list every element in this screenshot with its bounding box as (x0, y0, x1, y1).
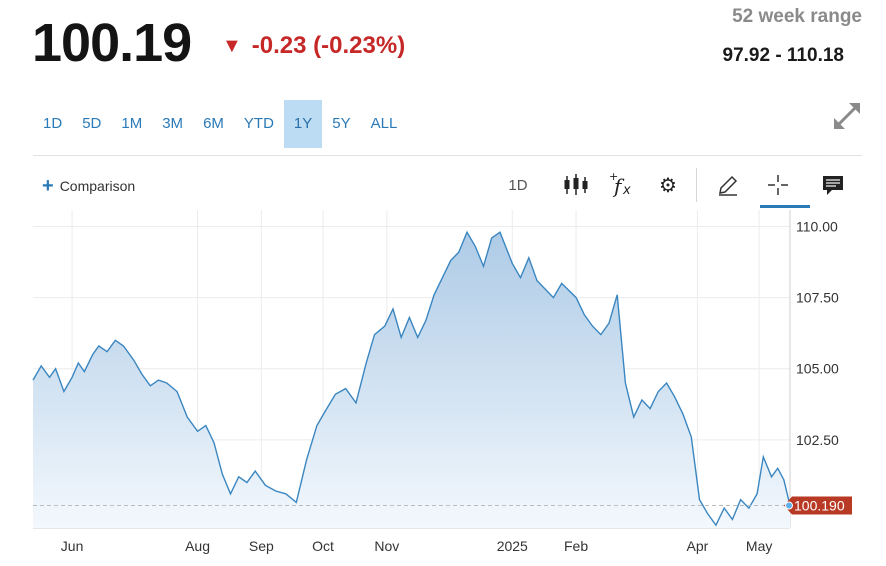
last-price-marker: 100.190 (784, 496, 852, 515)
x-tick-label: Feb (564, 538, 588, 554)
svg-text:+: + (609, 171, 618, 183)
last-price-dot (785, 501, 793, 510)
gear-icon[interactable]: ⚙ (659, 174, 677, 197)
plus-icon: + (42, 175, 54, 197)
active-tool-indicator (760, 205, 810, 208)
period-1d[interactable]: 1D (43, 115, 63, 132)
crosshair-icon[interactable] (763, 168, 793, 202)
period-ytd[interactable]: YTD (243, 115, 274, 132)
range-value: 97.92 - 110.18 (722, 45, 845, 66)
x-tick-label: 2025 (497, 538, 528, 554)
x-tick-label: May (746, 538, 772, 554)
y-tick-label: 107.50 (796, 290, 839, 306)
x-axis-labels: Jun Aug Sep Oct Nov 2025 Feb Apr May (61, 538, 773, 554)
period-all[interactable]: ALL (370, 115, 398, 132)
pencil-icon[interactable] (713, 168, 743, 202)
x-tick-label: Apr (687, 538, 709, 554)
period-3m[interactable]: 3M (162, 115, 184, 132)
price-line (32, 230, 791, 527)
last-price: 100.19 (32, 13, 192, 73)
last-price-tag (784, 496, 852, 515)
period-selector: 1D 5D 1M 3M 6M YTD 1Y 5Y ALL (33, 100, 407, 148)
price-chart[interactable]: 102.50 105.00 107.50 110.00 Jun Aug Sep Oct Nov… (0, 210, 886, 566)
svg-text:x: x (622, 183, 631, 198)
x-tick-label: Oct (312, 538, 334, 554)
price-change: ▼ -0.23 (-0.23%) (222, 32, 405, 60)
y-axis-labels: 102.50 105.00 107.50 110.00 (796, 219, 839, 448)
down-arrow-icon: ▼ (222, 34, 242, 57)
period-1y[interactable]: 1Y (283, 100, 323, 148)
period-5y[interactable]: 5Y (332, 115, 351, 132)
expand-icon[interactable] (831, 100, 863, 132)
range-label: 52 week range (732, 6, 862, 27)
comparison-button[interactable]: + Comparison (42, 175, 136, 197)
price-area (33, 232, 790, 528)
comparison-label: Comparison (59, 178, 136, 194)
change-value: -0.23 (-0.23%) (251, 32, 406, 59)
last-price-label: 100.190 (794, 498, 845, 514)
y-tick-label: 105.00 (796, 361, 839, 377)
candlestick-icon[interactable] (561, 168, 591, 202)
period-6m[interactable]: 6M (203, 115, 224, 132)
toolbar-divider (696, 168, 697, 202)
x-tick-label: Nov (374, 538, 399, 554)
y-tick-label: 110.00 (796, 219, 838, 235)
x-tick-label: Sep (249, 538, 274, 554)
interval-button[interactable]: 1D (508, 176, 528, 194)
x-tick-label: Jun (61, 538, 84, 554)
divider-top (33, 155, 862, 156)
period-1m[interactable]: 1M (121, 115, 143, 132)
function-icon[interactable]: + f x (606, 168, 636, 202)
x-tick-label: Aug (185, 538, 210, 554)
y-tick-label: 102.50 (796, 432, 839, 448)
period-5d[interactable]: 5D (82, 115, 102, 132)
news-icon[interactable] (818, 168, 848, 202)
